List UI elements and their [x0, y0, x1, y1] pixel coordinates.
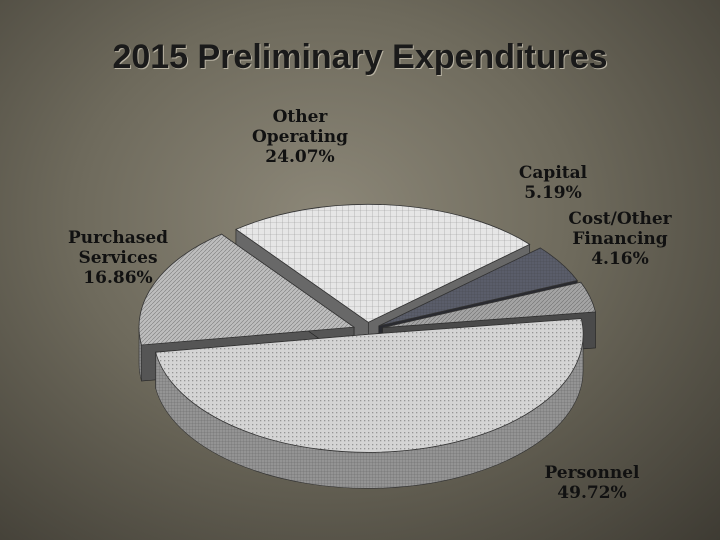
slice-value: 24.07%	[265, 147, 334, 167]
slice-label-personnel: Personnel 49.72%	[544, 463, 640, 503]
slice-label-purchased-services: Purchased Services 16.86%	[68, 228, 168, 288]
slice-value: 5.19%	[524, 183, 582, 203]
slice-name-line: Other	[273, 107, 329, 127]
slide-title: 2015 Preliminary Expenditures	[112, 38, 608, 76]
slice-value: 16.86%	[83, 268, 152, 288]
slice-label-other-operating: Other Operating 24.07%	[252, 107, 348, 167]
slice-value: 4.16%	[591, 249, 649, 269]
slice-value: 49.72%	[557, 483, 626, 503]
slice-label-capital: Capital 5.19%	[519, 163, 588, 203]
slice-name-line: Financing	[572, 229, 667, 249]
slice-name-line: Operating	[252, 127, 348, 147]
slice-name-line: Capital	[519, 163, 588, 183]
slice-name-line: Purchased	[68, 228, 168, 248]
pie-slice-personnel	[155, 318, 584, 489]
slice-name-line: Services	[78, 248, 157, 268]
slice-name-line: Personnel	[544, 463, 640, 483]
slice-name-line: Cost/Other	[568, 209, 672, 229]
slice-label-cost-other-financing: Cost/Other Financing 4.16%	[568, 209, 672, 269]
